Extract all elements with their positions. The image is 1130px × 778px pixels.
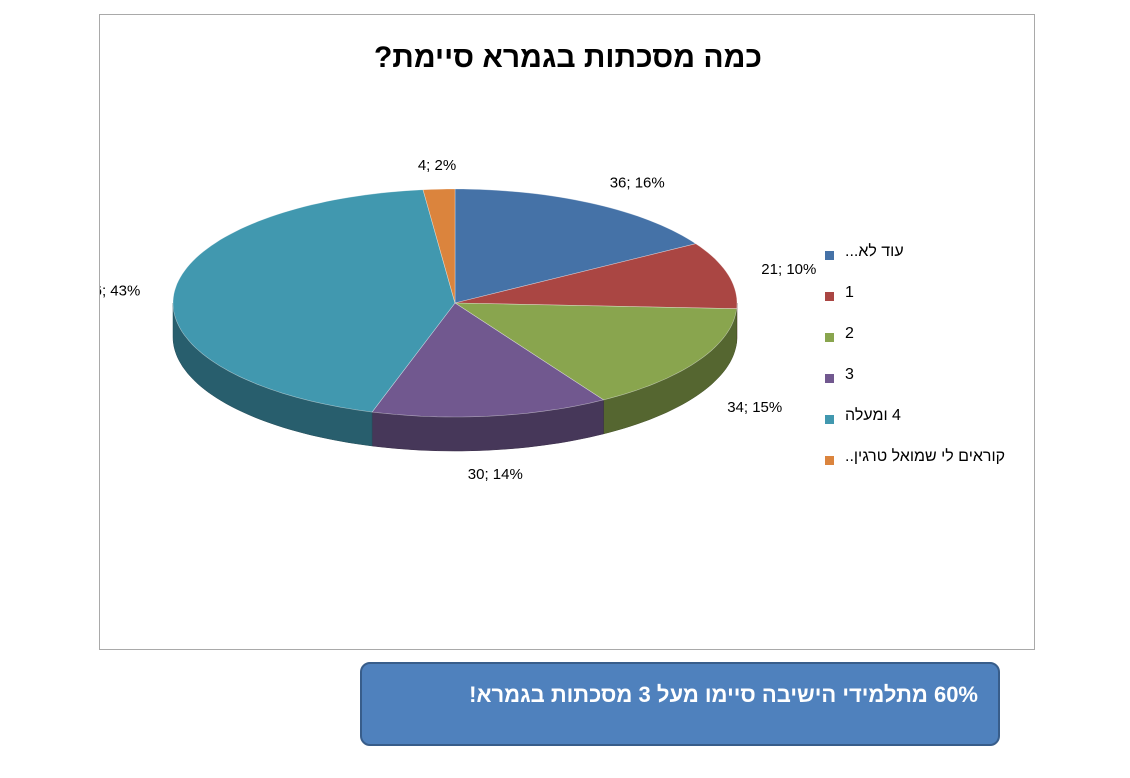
- legend-item: עוד לא...: [825, 243, 1025, 284]
- pie-slice-4: [172, 189, 456, 413]
- pie-slice-0: [454, 188, 697, 304]
- chart-legend: עוד לא... 1 2 3 4 ומעלה קוראים לי שמואל טרגין…: [825, 243, 1025, 489]
- pie-data-labels: 36; 16% 21; 10% 34; 15% 30; 14% 96; 43% 4; 2%: [100, 157, 816, 483]
- pie-top-faces: [172, 188, 738, 418]
- legend-swatch: [825, 374, 834, 383]
- legend-label: 1: [845, 284, 854, 301]
- pie-data-label-5: 4; 2%: [418, 157, 456, 174]
- chart-frame: כמה מסכתות בגמרא סיימת? 36; 16% 21; 10% 34…: [99, 14, 1035, 650]
- pie-data-label-1: 21; 10%: [761, 261, 816, 278]
- pie-slice-5: [422, 188, 456, 304]
- pie-data-label-2: 34; 15%: [727, 399, 782, 416]
- legend-label: עוד לא...: [845, 243, 904, 260]
- legend-label: 3: [845, 366, 854, 383]
- legend-label: 4 ומעלה: [845, 407, 901, 424]
- legend-item: 3: [825, 366, 1025, 407]
- legend-label: 2: [845, 325, 854, 342]
- pie-data-label-4: 96; 43%: [100, 282, 140, 299]
- legend-swatch: [825, 333, 834, 342]
- pie-data-label-3: 30; 14%: [468, 466, 523, 483]
- pie-slice-3: [371, 302, 605, 418]
- pie-chart: 36; 16% 21; 10% 34; 15% 30; 14% 96; 43% 4; 2%: [100, 157, 816, 483]
- pie-slice-2: [453, 302, 738, 401]
- legend-swatch: [825, 415, 834, 424]
- legend-swatch: [825, 251, 834, 260]
- summary-callout: 60% מתלמידי הישיבה סיימו מעל 3 מסכתות בג…: [360, 662, 1000, 746]
- pie-data-label-0: 36; 16%: [610, 175, 665, 192]
- legend-item: 1: [825, 284, 1025, 325]
- legend-swatch: [825, 456, 834, 465]
- chart-title: כמה מסכתות בגמרא סיימת?: [373, 41, 762, 74]
- legend-item: 4 ומעלה: [825, 407, 1025, 448]
- pie-slice-1: [454, 243, 738, 310]
- summary-callout-text: 60% מתלמידי הישיבה סיימו מעל 3 מסכתות בג…: [469, 682, 978, 707]
- legend-item: קוראים לי שמואל טרגין..: [825, 448, 1025, 489]
- legend-label: קוראים לי שמואל טרגין..: [845, 448, 1006, 465]
- legend-swatch: [825, 292, 834, 301]
- legend-item: 2: [825, 325, 1025, 366]
